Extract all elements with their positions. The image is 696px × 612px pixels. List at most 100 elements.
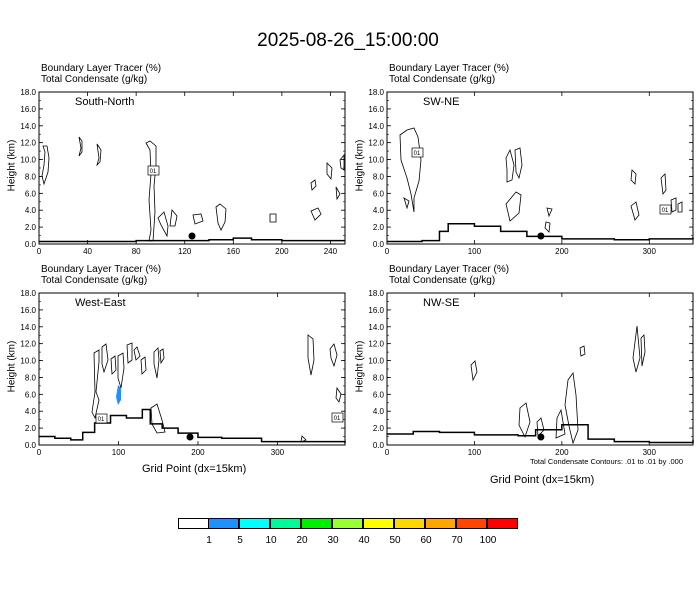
colorbar-label: 30 [327, 535, 339, 546]
condensate-contour [310, 207, 322, 221]
y-tick-label: 16.0 [368, 306, 384, 315]
y-tick-label: 12.0 [368, 340, 384, 349]
condensate-contour [300, 435, 307, 443]
plot-frame [38, 292, 346, 446]
x-tick-label: 100 [468, 448, 482, 457]
y-axis-label: Height (km) [354, 340, 366, 393]
field-title-line2: Total Condensate (g/kg) [389, 275, 496, 286]
colorbar-swatch [208, 518, 239, 529]
y-tick-label: 2.0 [373, 223, 385, 232]
panel-label: South-North [75, 96, 134, 108]
location-marker [537, 232, 545, 240]
y-tick-label: 2.0 [373, 424, 385, 433]
condensate-contour [326, 162, 333, 181]
y-tick-label: 8.0 [373, 172, 385, 181]
condensate-contour [110, 355, 117, 375]
terrain-line [39, 237, 345, 243]
condensate-contour [536, 417, 545, 437]
y-tick-label: 8.0 [25, 172, 37, 181]
condensate-contour [101, 343, 109, 374]
y-tick-label: 0.0 [25, 441, 37, 450]
y-tick-label: 16.0 [20, 105, 36, 114]
terrain-line [387, 222, 694, 243]
condensate-contour [153, 347, 160, 379]
x-axis-label: Grid Point (dx=15km) [490, 474, 595, 486]
contour-label-box [147, 165, 160, 176]
y-tick-label: 0.0 [373, 240, 385, 249]
condensate-contour [544, 221, 551, 233]
contour-label-box [411, 147, 424, 158]
x-axis-label: Grid Point (dx=15km) [142, 463, 247, 475]
panel-label: NW-SE [423, 297, 459, 309]
y-tick-label: 6.0 [373, 189, 385, 198]
condensate-contour [96, 143, 102, 167]
colorbar-swatch [363, 518, 394, 529]
colorbar-swatch [456, 518, 487, 529]
condensate-contour [78, 136, 83, 157]
panel-label: West-East [75, 297, 126, 309]
colorbar-swatch [487, 518, 518, 529]
condensate-contour [269, 213, 277, 223]
y-tick-label: 16.0 [20, 306, 36, 315]
contour-label: 01 [334, 416, 341, 422]
colorbar-label: 10 [265, 535, 277, 546]
x-tick-label: 300 [643, 448, 657, 457]
condensate-contour [192, 213, 204, 225]
contour-label-box [331, 412, 344, 423]
colorbar-label: 1 [206, 535, 212, 546]
condensate-contour [677, 201, 683, 213]
condensate-contour [117, 352, 125, 389]
condensate-contour [133, 346, 141, 361]
condensate-contour [307, 334, 315, 376]
y-axis-label: Height (km) [354, 139, 366, 192]
condensate-contour [640, 334, 646, 367]
condensate-contour [140, 356, 147, 375]
x-tick-label: 0 [37, 247, 42, 256]
x-tick-label: 0 [37, 448, 42, 457]
y-tick-label: 18.0 [20, 88, 36, 97]
colorbar-label: 70 [451, 535, 463, 546]
condensate-contour [505, 191, 522, 222]
contour-label: 01 [662, 208, 669, 214]
contour-label: 01 [414, 151, 421, 157]
x-tick-label: 200 [275, 247, 289, 256]
y-tick-label: 4.0 [25, 206, 37, 215]
condensate-contour [630, 201, 640, 221]
condensate-contour [546, 207, 553, 218]
y-tick-label: 2.0 [25, 424, 37, 433]
plot-frame [38, 91, 346, 245]
location-marker [186, 433, 194, 441]
condensate-contour [339, 153, 345, 171]
x-tick-label: 300 [271, 448, 285, 457]
location-marker [537, 433, 545, 441]
condensate-contour [632, 325, 641, 373]
condensate-contour [399, 127, 422, 213]
field-title-line1: Boundary Layer Tracer (%) [41, 264, 162, 275]
field-title-line1: Boundary Layer Tracer (%) [41, 63, 162, 74]
condensate-contour [215, 203, 227, 231]
tracer-shading [116, 385, 121, 405]
condensate-contour [157, 211, 169, 238]
panel-label: SW-NE [423, 96, 459, 108]
contour-label-box [95, 413, 108, 424]
condensate-contour [579, 345, 586, 357]
y-tick-label: 14.0 [20, 122, 36, 131]
condensate-contour [403, 197, 410, 210]
colorbar-swatch [301, 518, 332, 529]
y-tick-label: 14.0 [20, 323, 36, 332]
field-title-line2: Total Condensate (g/kg) [389, 74, 496, 85]
y-axis-label: Height (km) [6, 340, 18, 393]
y-tick-label: 6.0 [373, 390, 385, 399]
y-tick-label: 14.0 [368, 323, 384, 332]
x-tick-label: 100 [468, 247, 482, 256]
contour-label: 01 [98, 417, 105, 423]
colorbar-label: 5 [237, 535, 243, 546]
x-tick-label: 300 [643, 247, 657, 256]
contour-note: Total Condensate Contours: .01 to .01 by… [530, 457, 684, 466]
condensate-contour [169, 209, 178, 227]
colorbar-label: 100 [479, 535, 497, 546]
x-tick-label: 40 [83, 247, 92, 256]
field-title-line2: Total Condensate (g/kg) [41, 74, 148, 85]
y-tick-label: 10.0 [368, 357, 384, 366]
